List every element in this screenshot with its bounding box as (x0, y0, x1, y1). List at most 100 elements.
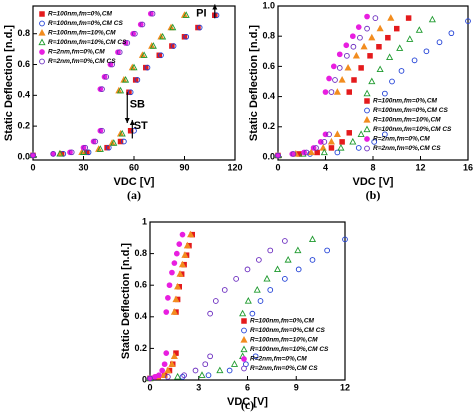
data-point (333, 88, 341, 95)
data-point (322, 89, 329, 95)
data-point (96, 145, 104, 152)
data-point (294, 246, 302, 254)
y-tick-label: 0.0 (262, 151, 275, 161)
data-point (165, 373, 171, 380)
data-point (382, 90, 388, 97)
data-point (156, 372, 162, 379)
data-point (137, 21, 144, 28)
data-point (346, 130, 353, 136)
legend-label: R=2nm,fm=0%,CM (373, 136, 430, 143)
arrow-head (124, 118, 130, 124)
data-point (147, 10, 154, 17)
x-axis-label: VDC [V] (114, 176, 155, 188)
data-point (244, 266, 251, 273)
data-point (372, 15, 379, 21)
data-point (139, 21, 146, 28)
annotation: PI (196, 8, 206, 20)
x-tick-label: 60 (129, 162, 139, 172)
data-point (115, 49, 121, 56)
data-point (118, 129, 126, 137)
data-point (103, 73, 110, 80)
data-point (336, 51, 343, 58)
data-point (116, 49, 123, 56)
y-tick-label: 0.4 (134, 311, 147, 321)
arrow-head (212, 4, 218, 10)
data-point (328, 89, 335, 95)
data-point (324, 247, 330, 254)
legend-marker (39, 20, 45, 27)
data-point (282, 276, 288, 282)
data-point (207, 353, 213, 360)
data-point (364, 25, 370, 32)
legend-marker (38, 38, 46, 46)
data-point (249, 310, 256, 317)
panel-label: (c) (241, 398, 254, 412)
x-tick-label: 0 (30, 162, 35, 172)
data-point (161, 361, 168, 368)
data-point (143, 64, 149, 71)
legend-marker (38, 29, 46, 36)
legend-marker (241, 318, 247, 324)
data-point (192, 367, 199, 374)
data-point (338, 76, 346, 83)
data-point (97, 127, 104, 134)
data-point (90, 138, 97, 145)
y-axis-label: Static Deflection [n.d.] (120, 243, 132, 359)
legend-marker (364, 145, 370, 152)
y-tick-label: 0.4 (17, 90, 30, 100)
y-tick-label: 0.6 (262, 61, 275, 71)
data-point (169, 43, 175, 49)
data-point (382, 131, 388, 138)
data-point (168, 360, 176, 367)
data-point (307, 148, 315, 156)
data-point (226, 367, 233, 374)
data-point (124, 40, 131, 46)
x-tick-label: 4 (323, 162, 328, 172)
data-point (67, 149, 73, 156)
x-tick-label: 6 (245, 382, 250, 392)
x-tick-label: 120 (227, 162, 242, 172)
data-point (355, 145, 362, 151)
data-point (147, 375, 153, 382)
x-tick-label: 8 (370, 162, 375, 172)
data-point (406, 35, 414, 42)
data-point (267, 247, 274, 254)
data-point (319, 143, 327, 151)
data-point (198, 371, 206, 378)
data-point (212, 298, 219, 304)
data-point (344, 63, 352, 71)
data-point (328, 145, 335, 151)
legend-label: R=100nm,fm=0%,CM CS (373, 107, 448, 114)
legend-label: R=100nm,fm=10%,CM CS (250, 346, 329, 353)
data-point (82, 144, 89, 151)
data-point (332, 77, 338, 83)
data-point (166, 282, 173, 289)
data-point (169, 23, 177, 31)
y-axis-label: Static Deflection [n.d.] (3, 25, 15, 141)
data-point (179, 231, 186, 238)
data-point (405, 15, 412, 21)
legend-marker (39, 58, 45, 65)
data-point (207, 310, 213, 317)
data-point (313, 145, 319, 151)
x-axis-label: VDC [V] (353, 176, 394, 188)
legend-marker (241, 356, 247, 362)
data-point (363, 89, 371, 97)
data-point (376, 44, 382, 50)
data-point (357, 34, 363, 41)
y-tick-label: 0.8 (262, 31, 275, 41)
data-point (342, 236, 348, 243)
x-tick-label: 3 (196, 382, 201, 392)
data-point (181, 251, 189, 258)
x-tick-label: 0 (147, 382, 152, 392)
legend-label: R=100nm,fm=10%,CM CS (373, 126, 452, 133)
x-tick-label: 90 (179, 162, 189, 172)
data-point (376, 65, 384, 73)
data-point (182, 11, 190, 18)
legend-label: R=100nm,fm=0%,CM (48, 11, 113, 18)
legend-marker (363, 125, 371, 133)
y-tick-label: 0.2 (17, 120, 30, 130)
data-point (131, 127, 137, 134)
data-point (257, 298, 264, 304)
